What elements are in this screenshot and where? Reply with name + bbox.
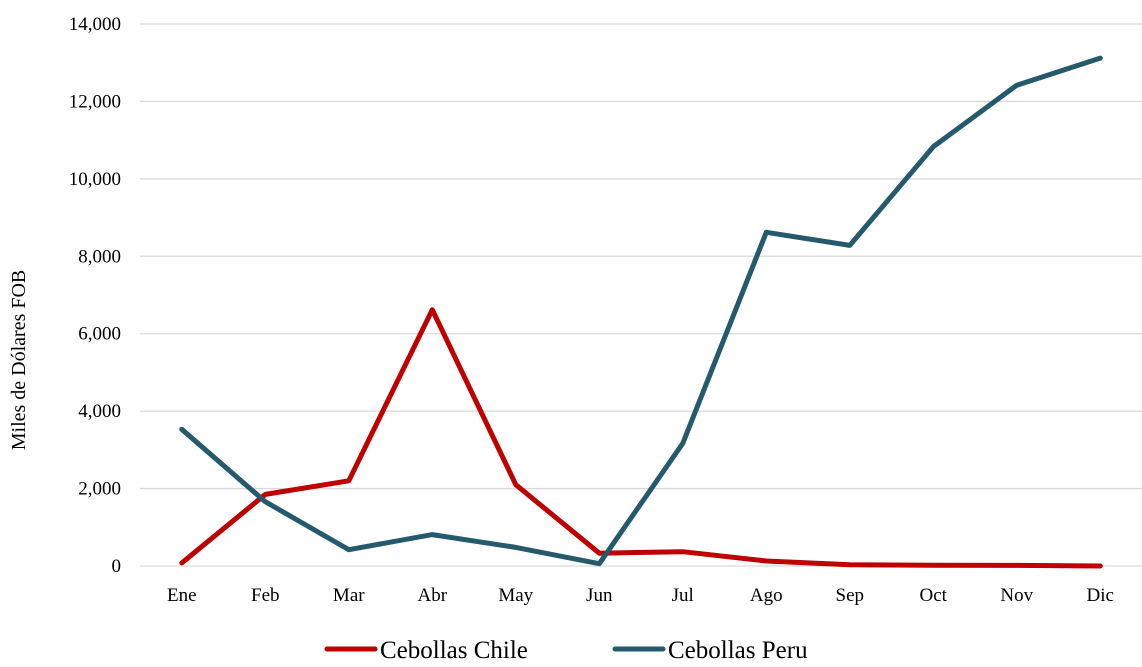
x-tick-label: Oct — [920, 585, 948, 606]
x-tick-label: Ago — [750, 585, 783, 606]
y-tick-label: 14,000 — [69, 14, 121, 35]
y-tick-label: 8,000 — [78, 246, 121, 267]
y-tick-label: 2,000 — [78, 479, 121, 500]
y-tick-label: 6,000 — [78, 324, 121, 345]
x-tick-label: Feb — [251, 585, 280, 606]
x-tick-label: Jul — [672, 585, 694, 606]
legend-label: Cebollas Chile — [380, 637, 528, 662]
x-tick-label: Abr — [417, 585, 447, 606]
x-tick-label: Sep — [836, 585, 865, 606]
x-tick-label: Dic — [1087, 585, 1114, 606]
x-tick-label: Nov — [1000, 585, 1033, 606]
x-axis-tick-labels: Ene Feb Mar Abr May Jun Jul Ago Sep Oct Nov Dic — [167, 585, 1114, 606]
y-axis-tick-labels: 0 2,000 4,000 6,000 8,000 10,000 12,000 14,000 — [69, 14, 121, 577]
x-tick-label: Mar — [333, 585, 365, 606]
legend: Cebollas Chile Cebollas Peru — [324, 637, 808, 664]
y-tick-label: 0 — [112, 556, 122, 577]
series-line-chile — [179, 307, 1103, 569]
x-tick-label: Ene — [167, 585, 197, 606]
x-tick-label: Jun — [586, 585, 613, 606]
series-line-peru — [179, 55, 1103, 567]
y-tick-label: 10,000 — [69, 169, 121, 190]
y-axis-title: Miles de Dólares FOB — [8, 270, 30, 451]
y-tick-label: 4,000 — [78, 401, 121, 422]
series-lines — [179, 55, 1103, 569]
legend-label: Cebollas Peru — [668, 637, 808, 662]
y-tick-label: 12,000 — [69, 91, 121, 112]
x-tick-label: May — [498, 585, 533, 606]
